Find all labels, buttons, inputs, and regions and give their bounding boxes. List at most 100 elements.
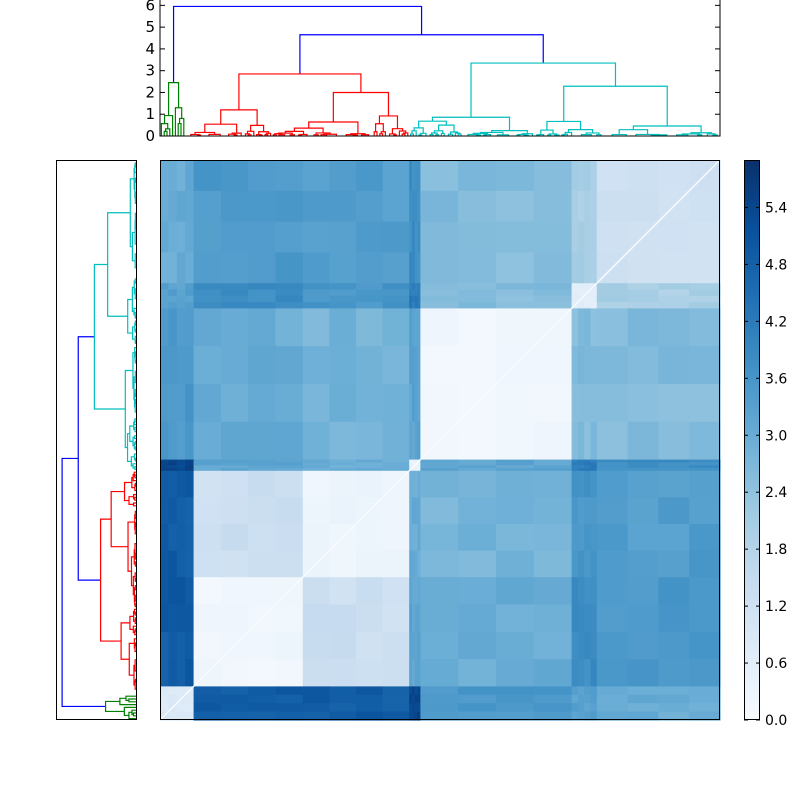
heatmap-cell-2-3-3-0 [409, 550, 413, 578]
heatmap-cell-1-6-3-0 [596, 659, 629, 687]
heatmap-cell-6-4-0-2 [496, 160, 535, 192]
heatmap-cell-6-6-2-0 [596, 221, 629, 253]
heatmap-cell-0-1-3-1 [220, 711, 249, 721]
heatmap-cell-4-6-0-1 [627, 308, 659, 347]
left-dendrogram-link-88 [134, 351, 136, 357]
heatmap-cell-3-0-3-2 [176, 468, 186, 472]
heatmap-cell-3-6-0-0 [596, 459, 629, 463]
heatmap-cell-4-2-0-0 [302, 308, 330, 347]
heatmap-cell-3-4-3-1 [458, 468, 497, 472]
left-dendrogram-link-106 [134, 253, 136, 269]
heatmap-cell-5-5-3-2 [584, 302, 592, 309]
heatmap-cell-3-6-1-0 [596, 462, 629, 466]
left-dendrogram-link-50 [132, 502, 136, 507]
left-dendrogram-link-76 [134, 418, 136, 423]
heatmap-cell-2-6-3-1 [627, 550, 659, 578]
heatmap-cell-6-4-0-3 [533, 160, 573, 192]
heatmap-cell-1-0-1-0 [160, 604, 169, 633]
colorbar-tick-label-8: 4.8 [765, 257, 787, 273]
heatmap-cell-4-4-1-3 [533, 346, 573, 385]
left-dendrogram-link-2 [123, 706, 136, 717]
heatmap-cell-1-1-2-3 [275, 631, 304, 660]
heatmap-cell-3-6-1-2 [658, 462, 690, 466]
heatmap-cell-5-2-0-2 [356, 283, 384, 291]
left-dendrogram-link-49 [128, 496, 134, 505]
heatmap-cell-6-4-0-0 [420, 160, 459, 192]
heatmap-cell-2-6-1-1 [627, 497, 659, 525]
heatmap-cell-6-2-1-2 [356, 190, 384, 223]
top-dendrogram-frame [159, 0, 721, 137]
top-dendrogram-link-89 [563, 85, 668, 127]
heatmap-cell-2-3-2-3 [417, 524, 421, 552]
top-dendrogram-link-111 [676, 134, 689, 136]
left-dendrogram-link-21 [132, 625, 136, 634]
heatmap-cell-3-6-2-3 [689, 465, 721, 469]
top-dendrogram-link-41 [313, 134, 319, 136]
heatmap-cell-6-5-2-2 [584, 221, 592, 253]
top-dendrogram-link-47 [361, 134, 370, 136]
heatmap-cell-0-0-1-0 [160, 694, 169, 704]
top-dendrogram-link-101 [585, 132, 600, 135]
heatmap-cell-4-1-1-3 [275, 346, 304, 385]
heatmap-cell-6-3-3-2 [414, 252, 419, 284]
heatmap-cell-6-0-2-1 [168, 221, 178, 253]
heatmap-cell-3-0-2-0 [160, 465, 169, 469]
heatmap-cell-2-0-3-0 [160, 550, 169, 578]
heatmap-cell-6-3-0-2 [414, 160, 419, 192]
heatmap-cell-3-6-3-3 [689, 468, 721, 472]
heatmap-cell-5-4-2-0 [420, 295, 459, 303]
heatmap-cell-5-0-2-3 [185, 295, 195, 303]
heatmap-cell-6-1-0-2 [248, 160, 277, 192]
heatmap-cell-5-0-0-1 [168, 283, 178, 291]
heatmap-cell-6-6-1-3 [689, 190, 721, 223]
heatmap-cell-1-4-0-1 [458, 577, 497, 606]
heatmap-cell-6-1-2-2 [248, 221, 277, 253]
heatmap-cell-0-0-2-0 [160, 703, 169, 713]
heatmap-diagonal [159, 159, 721, 721]
heatmap-cell-5-1-2-2 [248, 295, 277, 303]
heatmap-cell-4-3-0-1 [412, 308, 416, 347]
heatmap-cell-2-3-2-2 [414, 524, 419, 552]
heatmap-cell-0-4-1-3 [533, 694, 573, 704]
heatmap-cell-1-4-0-2 [496, 577, 535, 606]
heatmap-cell-6-6-3-1 [627, 252, 659, 284]
heatmap-cell-0-3-3-3 [417, 711, 421, 721]
heatmap-cell-6-0-2-0 [160, 221, 169, 253]
heatmap-cell-4-4-0-2 [496, 308, 535, 347]
heatmap-cell-0-6-3-0 [596, 711, 629, 721]
heatmap-cell-0-6-0-0 [596, 686, 629, 696]
heatmap-cell-5-3-2-2 [414, 295, 419, 303]
heatmap-cell-3-4-3-2 [496, 468, 535, 472]
heatmap-cell-4-0-1-3 [185, 346, 195, 385]
heatmap-cell-5-0-1-0 [160, 289, 169, 297]
heatmap-cell-1-6-3-3 [689, 659, 721, 687]
heatmap-cell-2-4-2-3 [533, 524, 573, 552]
heatmap-cell-3-0-2-3 [185, 465, 195, 469]
heatmap-cell-4-5-3-3 [590, 421, 598, 461]
heatmap-cell-4-2-1-0 [302, 346, 330, 385]
heatmap-cell-0-5-1-3 [590, 694, 598, 704]
heatmap-cell-6-0-1-2 [176, 190, 186, 223]
heatmap-cell-5-4-1-0 [420, 289, 459, 297]
heatmap-cell-1-4-2-3 [533, 631, 573, 660]
heatmap-cell-3-4-0-1 [458, 459, 497, 463]
heatmap-cell-0-6-1-2 [658, 694, 690, 704]
heatmap-cell-2-2-0-2 [356, 470, 384, 498]
heatmap-cell-0-0-0-2 [176, 686, 186, 696]
heatmap-cell-0-1-0-2 [248, 686, 277, 696]
left-dendrogram-link-39 [134, 578, 136, 582]
top-dendrogram-link-104 [632, 125, 702, 133]
heatmap-cell-2-3-0-1 [412, 470, 416, 498]
heatmap-cell-4-0-3-3 [185, 421, 195, 461]
heatmap-cell-2-0-1-2 [176, 497, 186, 525]
heatmap-cell-2-5-2-3 [590, 524, 598, 552]
left-dendrogram-link-26 [134, 617, 136, 622]
heatmap-cell-1-5-0-0 [571, 577, 579, 606]
heatmap-cell-2-6-0-0 [596, 470, 629, 498]
heatmap-cell-5-6-3-1 [627, 302, 659, 309]
heatmap-cell-0-3-1-0 [409, 694, 413, 704]
top-dendrogram-link-28 [264, 134, 269, 136]
heatmap-cell-0-2-2-0 [302, 703, 330, 713]
heatmap-cell-4-2-0-1 [329, 308, 357, 347]
left-dendrogram-link-114 [134, 162, 136, 168]
